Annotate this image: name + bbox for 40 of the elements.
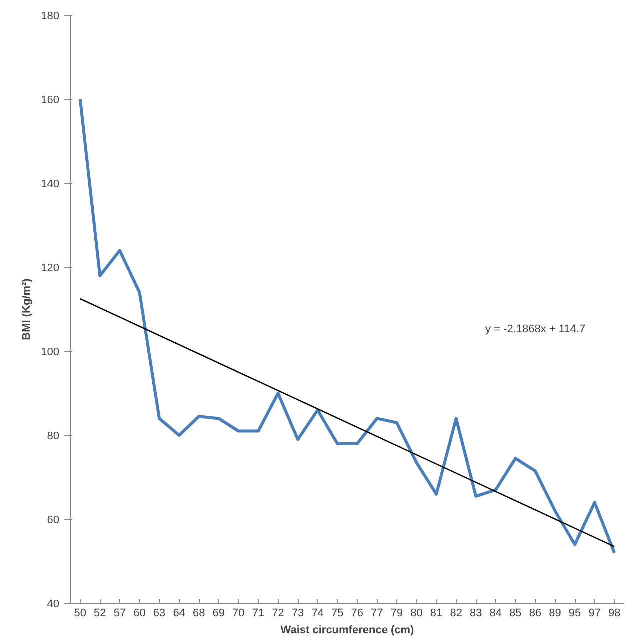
x-tick-label: 74	[312, 608, 324, 620]
annotation: y = -2.1868x + 114.7	[486, 324, 586, 336]
x-tick-label: 84	[490, 608, 502, 620]
x-tick-label: 95	[568, 608, 582, 620]
x-tick-label: 68	[192, 608, 206, 620]
x-tick-label: 63	[153, 608, 166, 620]
y-tick-label: 60	[47, 514, 60, 526]
y-tick-label: 80	[47, 430, 60, 442]
y-axis-title: BMI (Kg/m²)	[21, 278, 34, 340]
x-tick-label: 73	[292, 608, 304, 620]
x-tick-label: 80	[410, 608, 423, 620]
x-tick-label: 76	[351, 608, 364, 620]
x-tick-label: 57	[114, 608, 126, 620]
x-tick-label: 79	[390, 608, 404, 620]
x-tick-label: 82	[450, 608, 462, 620]
y-tick-label: 120	[41, 262, 60, 274]
x-tick-label: 64	[173, 608, 186, 620]
x-tick-label: 98	[608, 608, 621, 620]
x-tick-label: 50	[74, 608, 87, 620]
x-tick-label: 85	[510, 608, 522, 620]
x-tick-label: 71	[252, 608, 265, 620]
x-tick-label: 72	[272, 608, 284, 620]
x-tick-label: 70	[232, 608, 245, 620]
x-tick-label: 77	[371, 608, 384, 620]
x-axis-title: Waist circumference (cm)	[280, 624, 415, 636]
y-tick-label: 100	[41, 346, 60, 358]
x-tick-label: 97	[588, 608, 601, 620]
x-tick-label: 83	[470, 608, 482, 620]
y-tick-label: 140	[41, 178, 60, 190]
x-tick-label: 75	[331, 608, 344, 620]
x-tick-label: 81	[430, 608, 443, 620]
x-tick-label: 86	[529, 608, 542, 620]
y-tick-label: 160	[41, 94, 60, 106]
line-series	[78, 98, 616, 555]
x-tick-label: 69	[212, 608, 226, 620]
x-tick-label: 52	[94, 608, 106, 620]
x-tick-label: 89	[549, 608, 562, 620]
x-tick-label: 60	[134, 608, 146, 620]
y-tick-label: 180	[41, 10, 60, 22]
y-tick-label: 40	[47, 598, 60, 610]
